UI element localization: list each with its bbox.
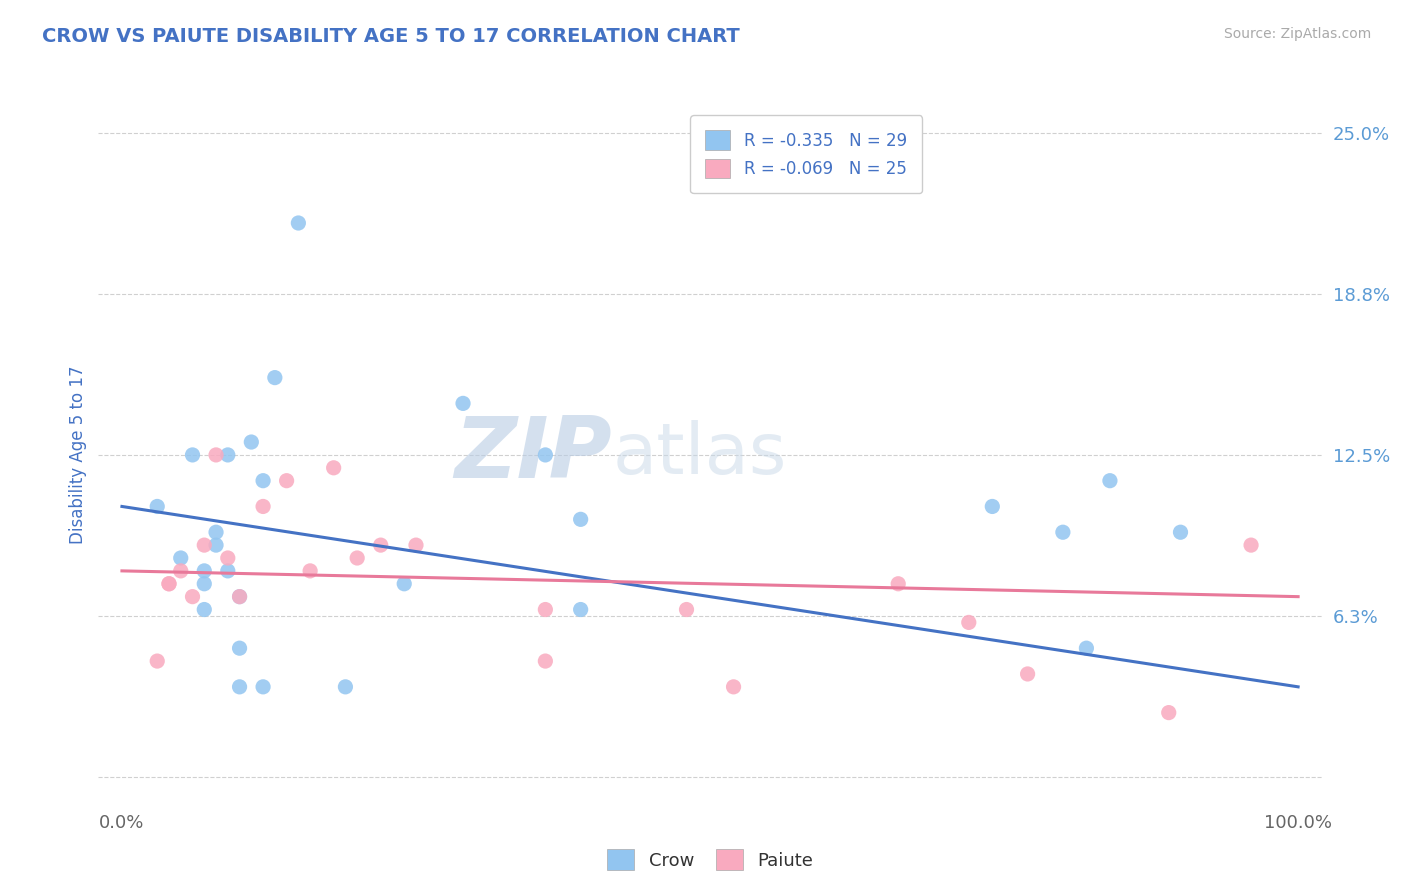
- Point: [1052, 525, 1074, 540]
- Point: [981, 500, 1004, 514]
- Point: [193, 576, 215, 591]
- Point: [534, 602, 557, 616]
- Point: [205, 448, 228, 462]
- Point: [205, 538, 228, 552]
- Point: [675, 602, 697, 616]
- Point: [887, 576, 910, 591]
- Point: [252, 500, 274, 514]
- Point: [181, 590, 204, 604]
- Text: atlas: atlas: [612, 420, 786, 490]
- Point: [157, 576, 180, 591]
- Point: [157, 576, 180, 591]
- Point: [1240, 538, 1263, 552]
- Point: [252, 680, 274, 694]
- Point: [1098, 474, 1121, 488]
- Point: [240, 435, 263, 450]
- Point: [394, 576, 416, 591]
- Point: [1017, 667, 1039, 681]
- Point: [957, 615, 980, 630]
- Point: [723, 680, 745, 694]
- Point: [217, 448, 239, 462]
- Point: [569, 602, 592, 616]
- Point: [181, 448, 204, 462]
- Point: [1076, 641, 1098, 656]
- Point: [405, 538, 427, 552]
- Point: [193, 602, 215, 616]
- Point: [534, 448, 557, 462]
- Point: [370, 538, 392, 552]
- Text: Source: ZipAtlas.com: Source: ZipAtlas.com: [1223, 27, 1371, 41]
- Point: [146, 654, 169, 668]
- Point: [322, 460, 344, 475]
- Text: CROW VS PAIUTE DISABILITY AGE 5 TO 17 CORRELATION CHART: CROW VS PAIUTE DISABILITY AGE 5 TO 17 CO…: [42, 27, 740, 45]
- Point: [228, 680, 250, 694]
- Point: [299, 564, 322, 578]
- Point: [1157, 706, 1180, 720]
- Point: [170, 564, 193, 578]
- Point: [252, 474, 274, 488]
- Point: [217, 551, 239, 566]
- Point: [287, 216, 309, 230]
- Point: [193, 564, 215, 578]
- Point: [263, 370, 285, 384]
- Point: [193, 538, 215, 552]
- Point: [451, 396, 474, 410]
- Point: [146, 500, 169, 514]
- Point: [276, 474, 298, 488]
- Point: [569, 512, 592, 526]
- Point: [228, 590, 250, 604]
- Legend: Crow, Paiute: Crow, Paiute: [600, 842, 820, 877]
- Point: [205, 525, 228, 540]
- Point: [335, 680, 357, 694]
- Point: [228, 641, 250, 656]
- Point: [170, 551, 193, 566]
- Y-axis label: Disability Age 5 to 17: Disability Age 5 to 17: [69, 366, 87, 544]
- Point: [346, 551, 368, 566]
- Point: [1170, 525, 1192, 540]
- Point: [534, 654, 557, 668]
- Point: [228, 590, 250, 604]
- Point: [217, 564, 239, 578]
- Text: ZIP: ZIP: [454, 413, 612, 497]
